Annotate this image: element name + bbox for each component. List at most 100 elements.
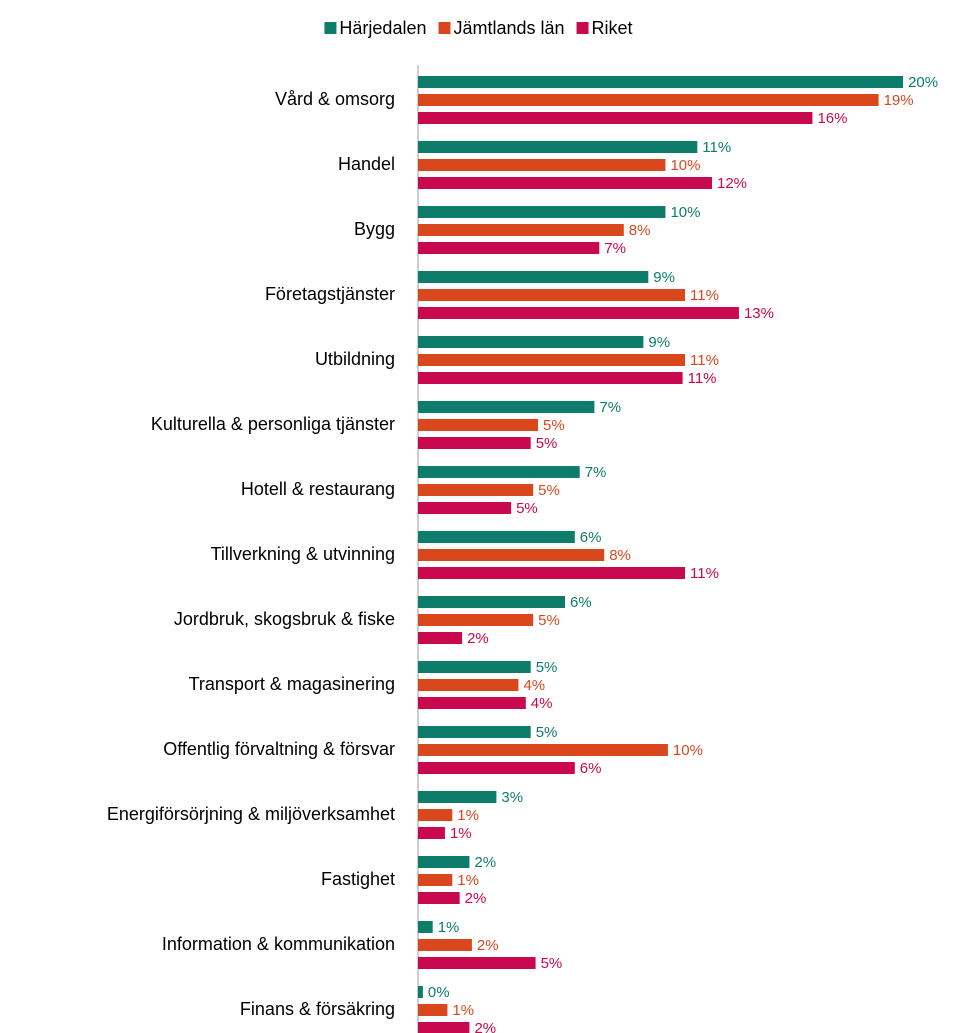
category-label: Tillverkning & utvinning [211,544,395,564]
value-label: 16% [817,110,847,127]
value-label: 2% [474,1020,496,1033]
bar [418,874,453,886]
bar [418,112,813,124]
bar [418,939,472,951]
bar [418,437,531,449]
bar [418,596,565,608]
value-label: 1% [438,919,460,936]
value-label: 10% [670,157,700,174]
category-label: Fastighet [321,869,395,889]
bar [418,921,433,933]
category-label: Offentlig förvaltning & försvar [163,739,395,759]
value-label: 1% [457,807,479,824]
value-label: 1% [452,1002,474,1019]
bar [418,307,739,319]
bar [418,697,526,709]
bar [418,809,453,821]
value-label: 0% [428,984,450,1001]
bar [418,679,519,691]
value-label: 1% [457,872,479,889]
legend-swatch [324,22,337,34]
value-label: 11% [702,139,731,156]
value-label: 8% [629,222,651,239]
category-label: Handel [338,154,395,174]
bar [418,159,666,171]
category-label: Bygg [354,219,395,239]
bar [418,632,463,644]
bar [418,419,539,431]
value-label: 2% [465,890,487,907]
bar [418,567,686,579]
bar [418,957,536,969]
value-label: 12% [717,175,747,192]
value-label: 7% [604,240,626,257]
bar [418,242,600,254]
value-label: 11% [690,565,719,582]
value-label: 5% [516,500,538,517]
category-label: Information & kommunikation [162,934,395,954]
bar [418,271,649,283]
bar [418,141,698,153]
value-label: 5% [536,659,558,676]
bar [418,1004,448,1016]
bar [418,856,470,868]
value-label: 5% [543,417,565,434]
bar [418,892,460,904]
value-label: 6% [570,594,592,611]
bar [418,549,605,561]
value-label: 6% [580,529,602,546]
bar [418,206,666,218]
bar [418,762,575,774]
bar [418,661,531,673]
value-label: 9% [653,269,675,286]
legend-label: Härjedalen [339,18,426,38]
legend-label: Jämtlands län [453,18,564,38]
value-label: 13% [744,305,774,322]
value-label: 5% [536,724,558,741]
value-label: 8% [609,547,631,564]
category-label: Finans & försäkring [240,999,395,1019]
category-label: Utbildning [315,349,395,369]
value-label: 10% [670,204,700,221]
bar [418,502,512,514]
value-label: 5% [538,482,560,499]
value-label: 6% [580,760,602,777]
bar [418,1022,470,1033]
category-label: Transport & magasinering [189,674,395,694]
value-label: 11% [690,352,719,369]
legend-label: Riket [592,18,633,38]
bar [418,76,904,88]
value-label: 2% [467,630,489,647]
value-label: 20% [908,74,938,91]
bar [418,289,686,301]
value-label: 2% [477,937,499,954]
category-label: Vård & omsorg [275,89,395,109]
value-label: 11% [688,370,717,387]
value-label: 11% [690,287,719,304]
bar [418,177,712,189]
bar [418,531,575,543]
value-label: 10% [673,742,703,759]
bar [418,354,686,366]
category-label: Hotell & restaurang [241,479,395,499]
category-label: Företagstjänster [265,284,395,304]
value-label: 4% [523,677,545,694]
legend-swatch [438,22,451,34]
bar [418,827,445,839]
value-label: 1% [450,825,472,842]
bar [418,466,580,478]
bar [418,94,879,106]
category-label: Energiförsörjning & miljöverksamhet [107,804,395,824]
value-label: 7% [599,399,621,416]
category-label: Jordbruk, skogsbruk & fiske [174,609,395,629]
legend-swatch [576,22,589,34]
value-label: 4% [531,695,553,712]
bar [418,336,644,348]
bar [418,224,624,236]
bar [418,791,497,803]
bar [418,986,423,998]
bar [418,484,534,496]
value-label: 5% [536,435,558,452]
value-label: 3% [501,789,523,806]
bar [418,614,534,626]
